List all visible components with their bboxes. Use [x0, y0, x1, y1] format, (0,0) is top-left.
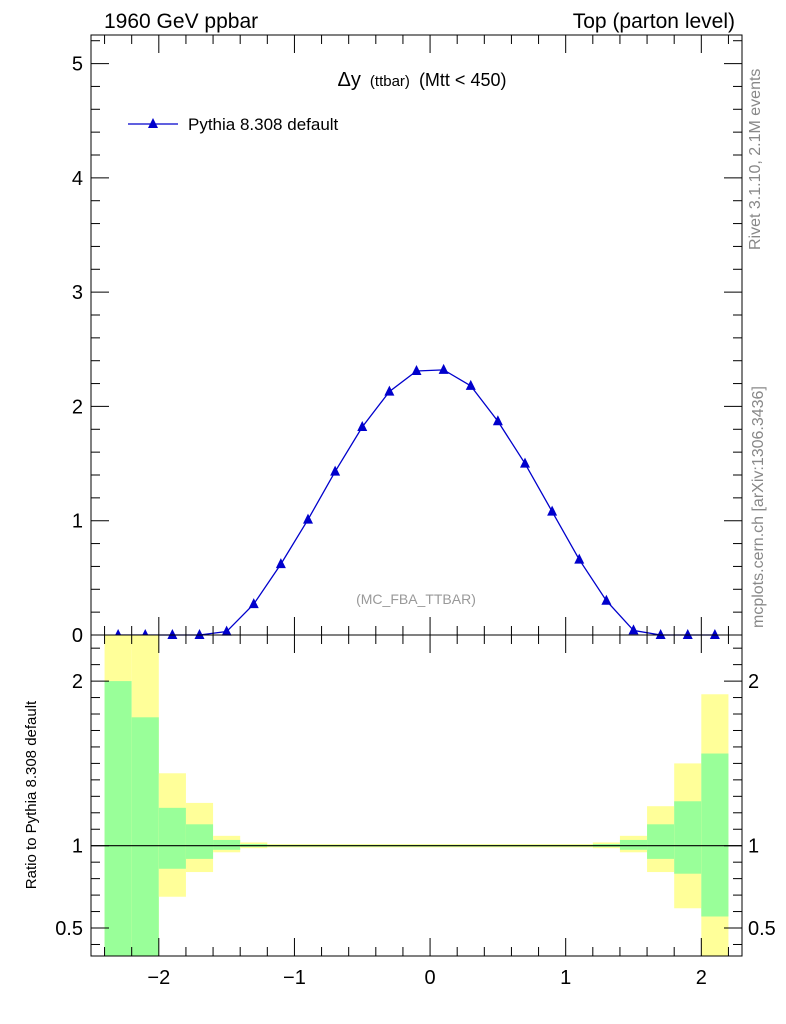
header-right: Top (parton level): [573, 10, 735, 33]
title-small: (ttbar): [370, 73, 410, 90]
ratio-band-inner: [158, 807, 186, 869]
ratio-y-tick-label-right: 1: [748, 836, 759, 858]
ratio-band-inner: [674, 801, 702, 874]
title-symbol: Δy: [338, 69, 361, 91]
mcplots-label: mcplots.cern.ch [arXiv:1306.3436]: [750, 386, 767, 628]
data-point: [682, 629, 693, 639]
x-tick-label: 1: [560, 967, 571, 989]
data-point: [330, 465, 341, 476]
data-point: [601, 594, 612, 605]
ratio-plot-panel: 0.5 0.5 1 1 2 2 −2 −1 0 1 2 Ratio to Pythia 8.308 …: [23, 634, 776, 989]
ratio-band-inner: [104, 681, 132, 956]
ratio-band-inner: [131, 717, 159, 956]
y-tick-label: 1: [72, 511, 83, 533]
ratio-band-inner: [647, 824, 675, 859]
data-point: [628, 624, 639, 635]
ratio-y-tick-label: 1: [72, 836, 83, 858]
ratio-band-inner: [619, 839, 648, 850]
data-point: [303, 513, 313, 524]
x-tick-label: 2: [696, 967, 707, 989]
data-point: [194, 629, 205, 639]
data-point: [248, 598, 259, 609]
watermark: (MC_FBA_TTBAR): [356, 591, 476, 607]
data-point: [574, 553, 585, 564]
data-point: [438, 363, 449, 374]
main-plot-panel: 0 1 2 3 4 5 Δy (ttbar) (Mtt < 450) Pythia 8.3…: [72, 34, 743, 647]
data-point: [275, 558, 286, 569]
ratio-band-inner: [185, 824, 214, 859]
x-tick-label: −1: [283, 967, 306, 989]
data-point: [167, 629, 178, 639]
data-point: [492, 415, 503, 426]
data-point: [465, 379, 476, 390]
data-point: [655, 629, 666, 639]
x-tick-label: 0: [425, 967, 436, 989]
ratio-y-tick-label-right: 2: [748, 671, 759, 693]
data-point: [384, 385, 395, 396]
ratio-y-tick-label: 0.5: [55, 918, 83, 940]
ratio-band-inner: [213, 839, 241, 850]
data-point: [221, 625, 232, 636]
y-tick-label: 0: [72, 625, 83, 647]
header-left: 1960 GeV ppbar: [104, 10, 258, 33]
title-rest: (Mtt < 450): [419, 70, 507, 90]
ratio-band-inner: [701, 753, 729, 917]
ratio-frame: [90, 634, 743, 957]
y-tick-label: 4: [72, 168, 83, 190]
legend-label: Pythia 8.308 default: [188, 115, 339, 134]
legend-marker: [148, 118, 158, 128]
y-tick-label: 2: [72, 396, 83, 418]
x-tick-label: −2: [147, 967, 170, 989]
y-tick-label: 5: [72, 54, 83, 76]
data-point: [709, 629, 720, 639]
rivet-label: Rivet 3.1.10, 2.1M events: [747, 69, 764, 250]
ratio-ylabel: Ratio to Pythia 8.308 default: [23, 700, 40, 889]
plot-title: Δy (ttbar) (Mtt < 450): [338, 69, 507, 91]
data-point: [411, 365, 422, 375]
ratio-y-tick-label: 2: [72, 671, 83, 693]
ratio-y-tick-label-right: 0.5: [748, 918, 776, 940]
data-point: [547, 505, 558, 516]
data-point: [520, 457, 530, 468]
y-tick-label: 3: [72, 282, 83, 304]
data-point: [357, 421, 368, 431]
legend: Pythia 8.308 default: [128, 115, 339, 134]
